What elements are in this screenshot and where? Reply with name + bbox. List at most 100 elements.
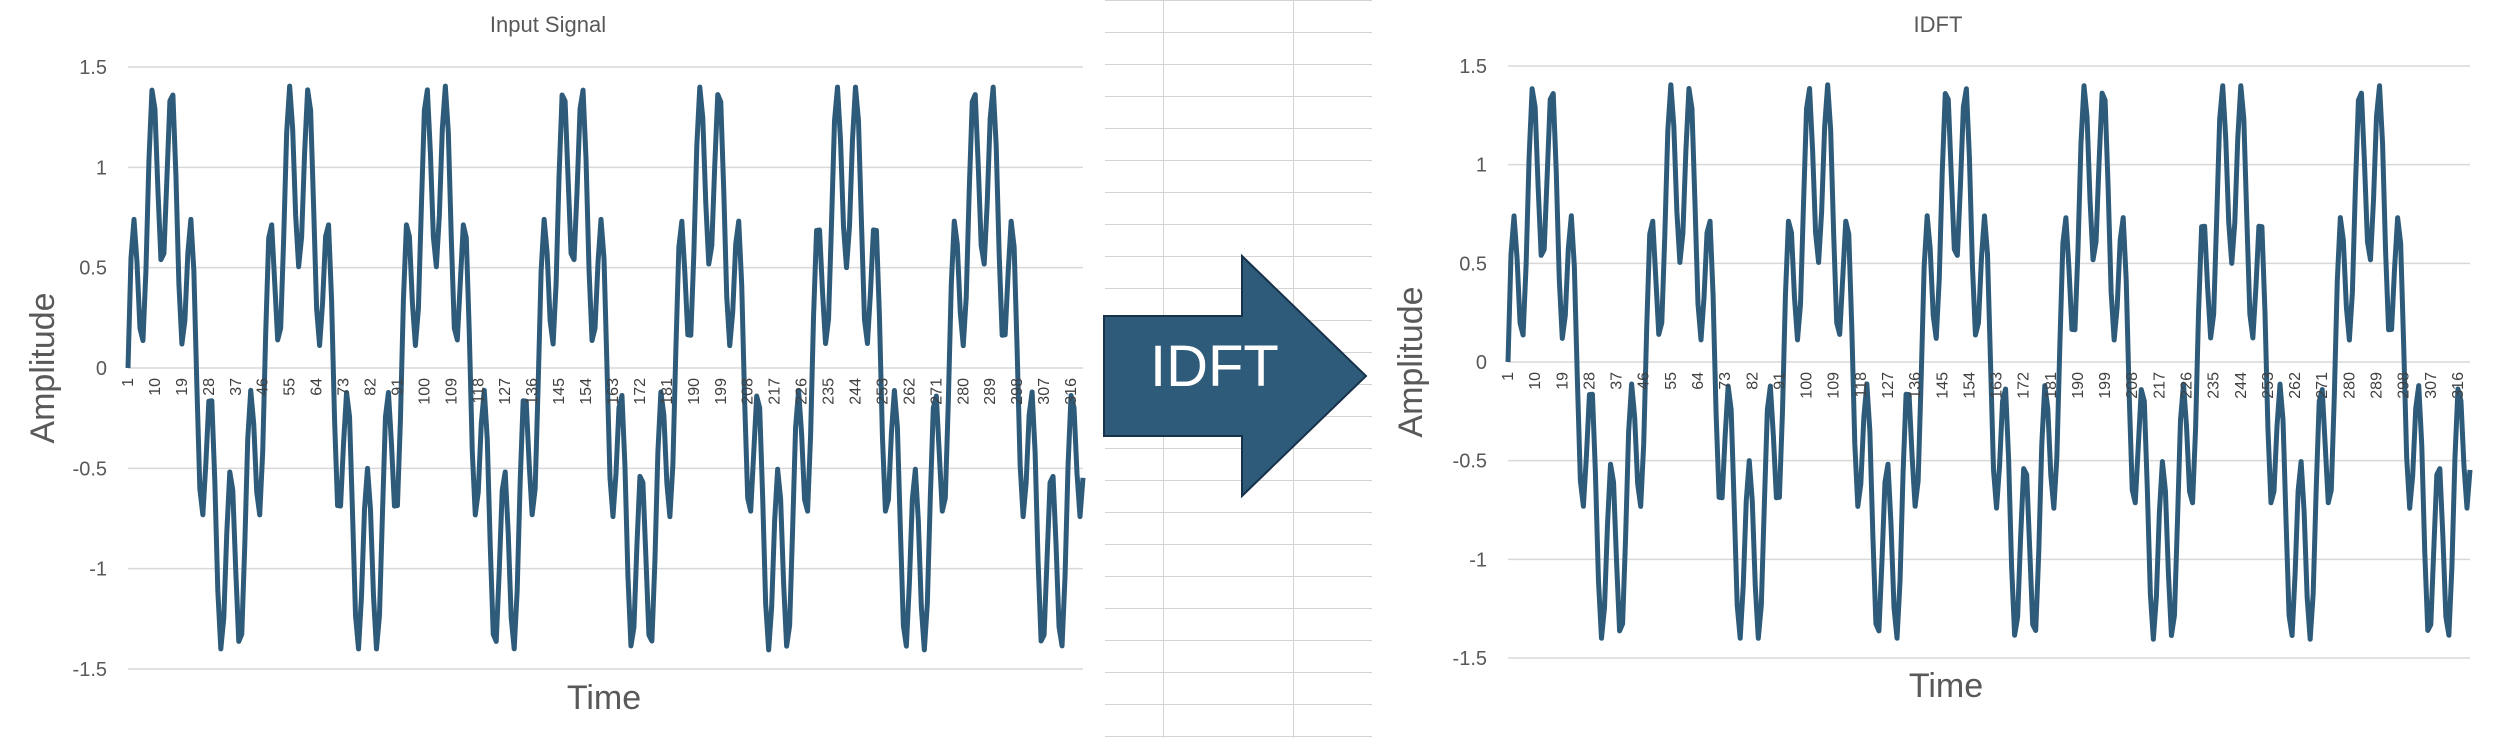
x-tick-label: 100 — [416, 378, 433, 405]
x-tick-label: 307 — [2423, 372, 2440, 399]
x-tick-label: 82 — [362, 378, 379, 396]
x-tick-label: 226 — [794, 378, 811, 405]
x-tick-label: 28 — [1581, 372, 1598, 390]
x-axis-title: Time — [1909, 667, 1983, 705]
x-tick-label: 262 — [2287, 372, 2304, 399]
x-tick-label: 1 — [120, 378, 137, 387]
x-tick-label: 307 — [1036, 378, 1053, 405]
idft-plot: IDFT 1.5 1 0.5 0 -0.5 -1 -1.5 1 10 19 28 37 46 55 64 73 8… — [1392, 12, 2473, 705]
y-tick-label: 1.5 — [79, 57, 107, 79]
x-tick-label: 19 — [1554, 372, 1571, 390]
right-arrow-shape-icon — [1103, 253, 1368, 499]
y-tick-label: -1.5 — [1453, 648, 1487, 670]
x-tick-label: 73 — [336, 378, 353, 396]
x-tick-label: 154 — [1961, 372, 1978, 399]
x-tick-label: 181 — [2043, 372, 2060, 399]
x-tick-label: 235 — [821, 378, 838, 405]
x-tick-label: 118 — [1853, 372, 1870, 398]
x-tick-label: 118 — [470, 378, 487, 404]
x-tick-label: 289 — [2369, 372, 2386, 399]
y-tick-label: 1 — [1476, 155, 1487, 177]
x-tick-label: 226 — [2179, 372, 2196, 399]
x-tick-label: 217 — [2151, 372, 2168, 399]
x-tick-label: 109 — [1826, 372, 1843, 399]
x-tick-label: 181 — [659, 378, 676, 405]
x-tick-label: 199 — [2097, 372, 2114, 399]
y-tick-label: 1 — [96, 157, 107, 179]
idft-arrow-shape[interactable] — [1100, 250, 1372, 502]
y-tick-label: -0.5 — [1453, 451, 1487, 473]
chart-title: IDFT — [1914, 12, 1963, 37]
x-tick-label: 145 — [551, 378, 568, 405]
x-tick-label: 10 — [147, 378, 164, 396]
x-tick-label: 91 — [389, 378, 406, 396]
x-tick-label: 46 — [255, 378, 272, 396]
x-tick-label: 37 — [228, 378, 245, 396]
x-tick-label: 217 — [767, 378, 784, 405]
x-axis-title: Time — [567, 679, 641, 717]
x-tick-label: 289 — [982, 378, 999, 405]
x-tick-label: 136 — [1907, 372, 1924, 399]
x-tick-label: 235 — [2206, 372, 2223, 399]
y-tick-label: -1 — [89, 559, 107, 581]
x-tick-label: 163 — [1989, 372, 2006, 399]
x-tick-label: 10 — [1527, 372, 1544, 390]
x-tick-label: 64 — [1690, 372, 1707, 390]
y-tick-label: 1.5 — [1459, 56, 1487, 78]
x-tick-label: 172 — [632, 378, 649, 405]
x-tick-label: 271 — [928, 378, 945, 405]
x-tick-label: 64 — [309, 378, 326, 396]
x-tick-label: 145 — [1934, 372, 1951, 399]
y-tick-label: -0.5 — [73, 458, 107, 480]
x-tick-label: 46 — [1636, 372, 1653, 390]
y-tick-label: 0 — [96, 358, 107, 380]
x-tick-label: 82 — [1744, 372, 1761, 390]
chart-title: Input Signal — [490, 12, 606, 37]
x-tick-label: 100 — [1799, 372, 1816, 399]
x-tick-label: 316 — [1063, 378, 1080, 405]
x-tick-label: 208 — [740, 378, 757, 405]
x-tick-label: 253 — [2260, 372, 2277, 399]
x-tick-label: 199 — [713, 378, 730, 405]
y-tick-label: 0.5 — [1459, 253, 1487, 275]
x-tick-label: 316 — [2450, 372, 2467, 399]
x-tick-label: 244 — [847, 378, 864, 405]
x-tick-label: 271 — [2314, 372, 2331, 399]
x-tick-label: 73 — [1717, 372, 1734, 390]
series-line — [125, 83, 1086, 653]
x-tick-label: 262 — [901, 378, 918, 405]
x-tick-label: 190 — [2070, 372, 2087, 399]
x-tick-label: 280 — [2341, 372, 2358, 399]
y-tick-label: 0.5 — [79, 258, 107, 280]
x-tick-label: 55 — [1663, 372, 1680, 390]
y-axis-title: Amplitude — [1392, 286, 1430, 437]
x-tick-label: 280 — [955, 378, 972, 405]
x-tick-label: 172 — [2016, 372, 2033, 399]
x-tick-label: 91 — [1771, 372, 1788, 390]
x-tick-label: 37 — [1609, 372, 1626, 390]
x-tick-label: 154 — [578, 378, 595, 405]
input-signal-chart[interactable]: Input Signal 1.5 1 0.5 0 -0.5 -1 -1.5 1 10 19 28 37 4… — [0, 0, 1105, 738]
idft-chart[interactable]: IDFT 1.5 1 0.5 0 -0.5 -1 -1.5 1 10 19 28 37 46 55 64 73 8… — [1372, 0, 2494, 738]
y-tick-label: 0 — [1476, 352, 1487, 374]
input-signal-plot: Input Signal 1.5 1 0.5 0 -0.5 -1 -1.5 1 10 19 28 37 4… — [24, 12, 1086, 717]
y-axis-title: Amplitude — [24, 292, 62, 443]
x-tick-label: 190 — [686, 378, 703, 405]
x-tick-label: 127 — [497, 378, 514, 405]
x-tick-label: 55 — [282, 378, 299, 396]
x-tick-label: 298 — [2396, 372, 2413, 399]
x-tick-label: 1 — [1500, 372, 1517, 381]
x-tick-label: 253 — [874, 378, 891, 405]
x-tick-label: 127 — [1880, 372, 1897, 399]
x-tick-label: 208 — [2124, 372, 2141, 399]
x-tick-label: 244 — [2233, 372, 2250, 399]
y-tick-label: -1.5 — [73, 659, 107, 681]
x-tick-label: 298 — [1009, 378, 1026, 405]
x-tick-label: 19 — [174, 378, 191, 396]
x-tick-label: 28 — [201, 378, 218, 396]
series-line — [1505, 82, 2473, 642]
y-tick-label: -1 — [1469, 549, 1487, 571]
x-tick-label: 163 — [605, 378, 622, 405]
arrow-label: IDFT — [1150, 334, 1279, 399]
x-tick-label: 136 — [524, 378, 541, 405]
